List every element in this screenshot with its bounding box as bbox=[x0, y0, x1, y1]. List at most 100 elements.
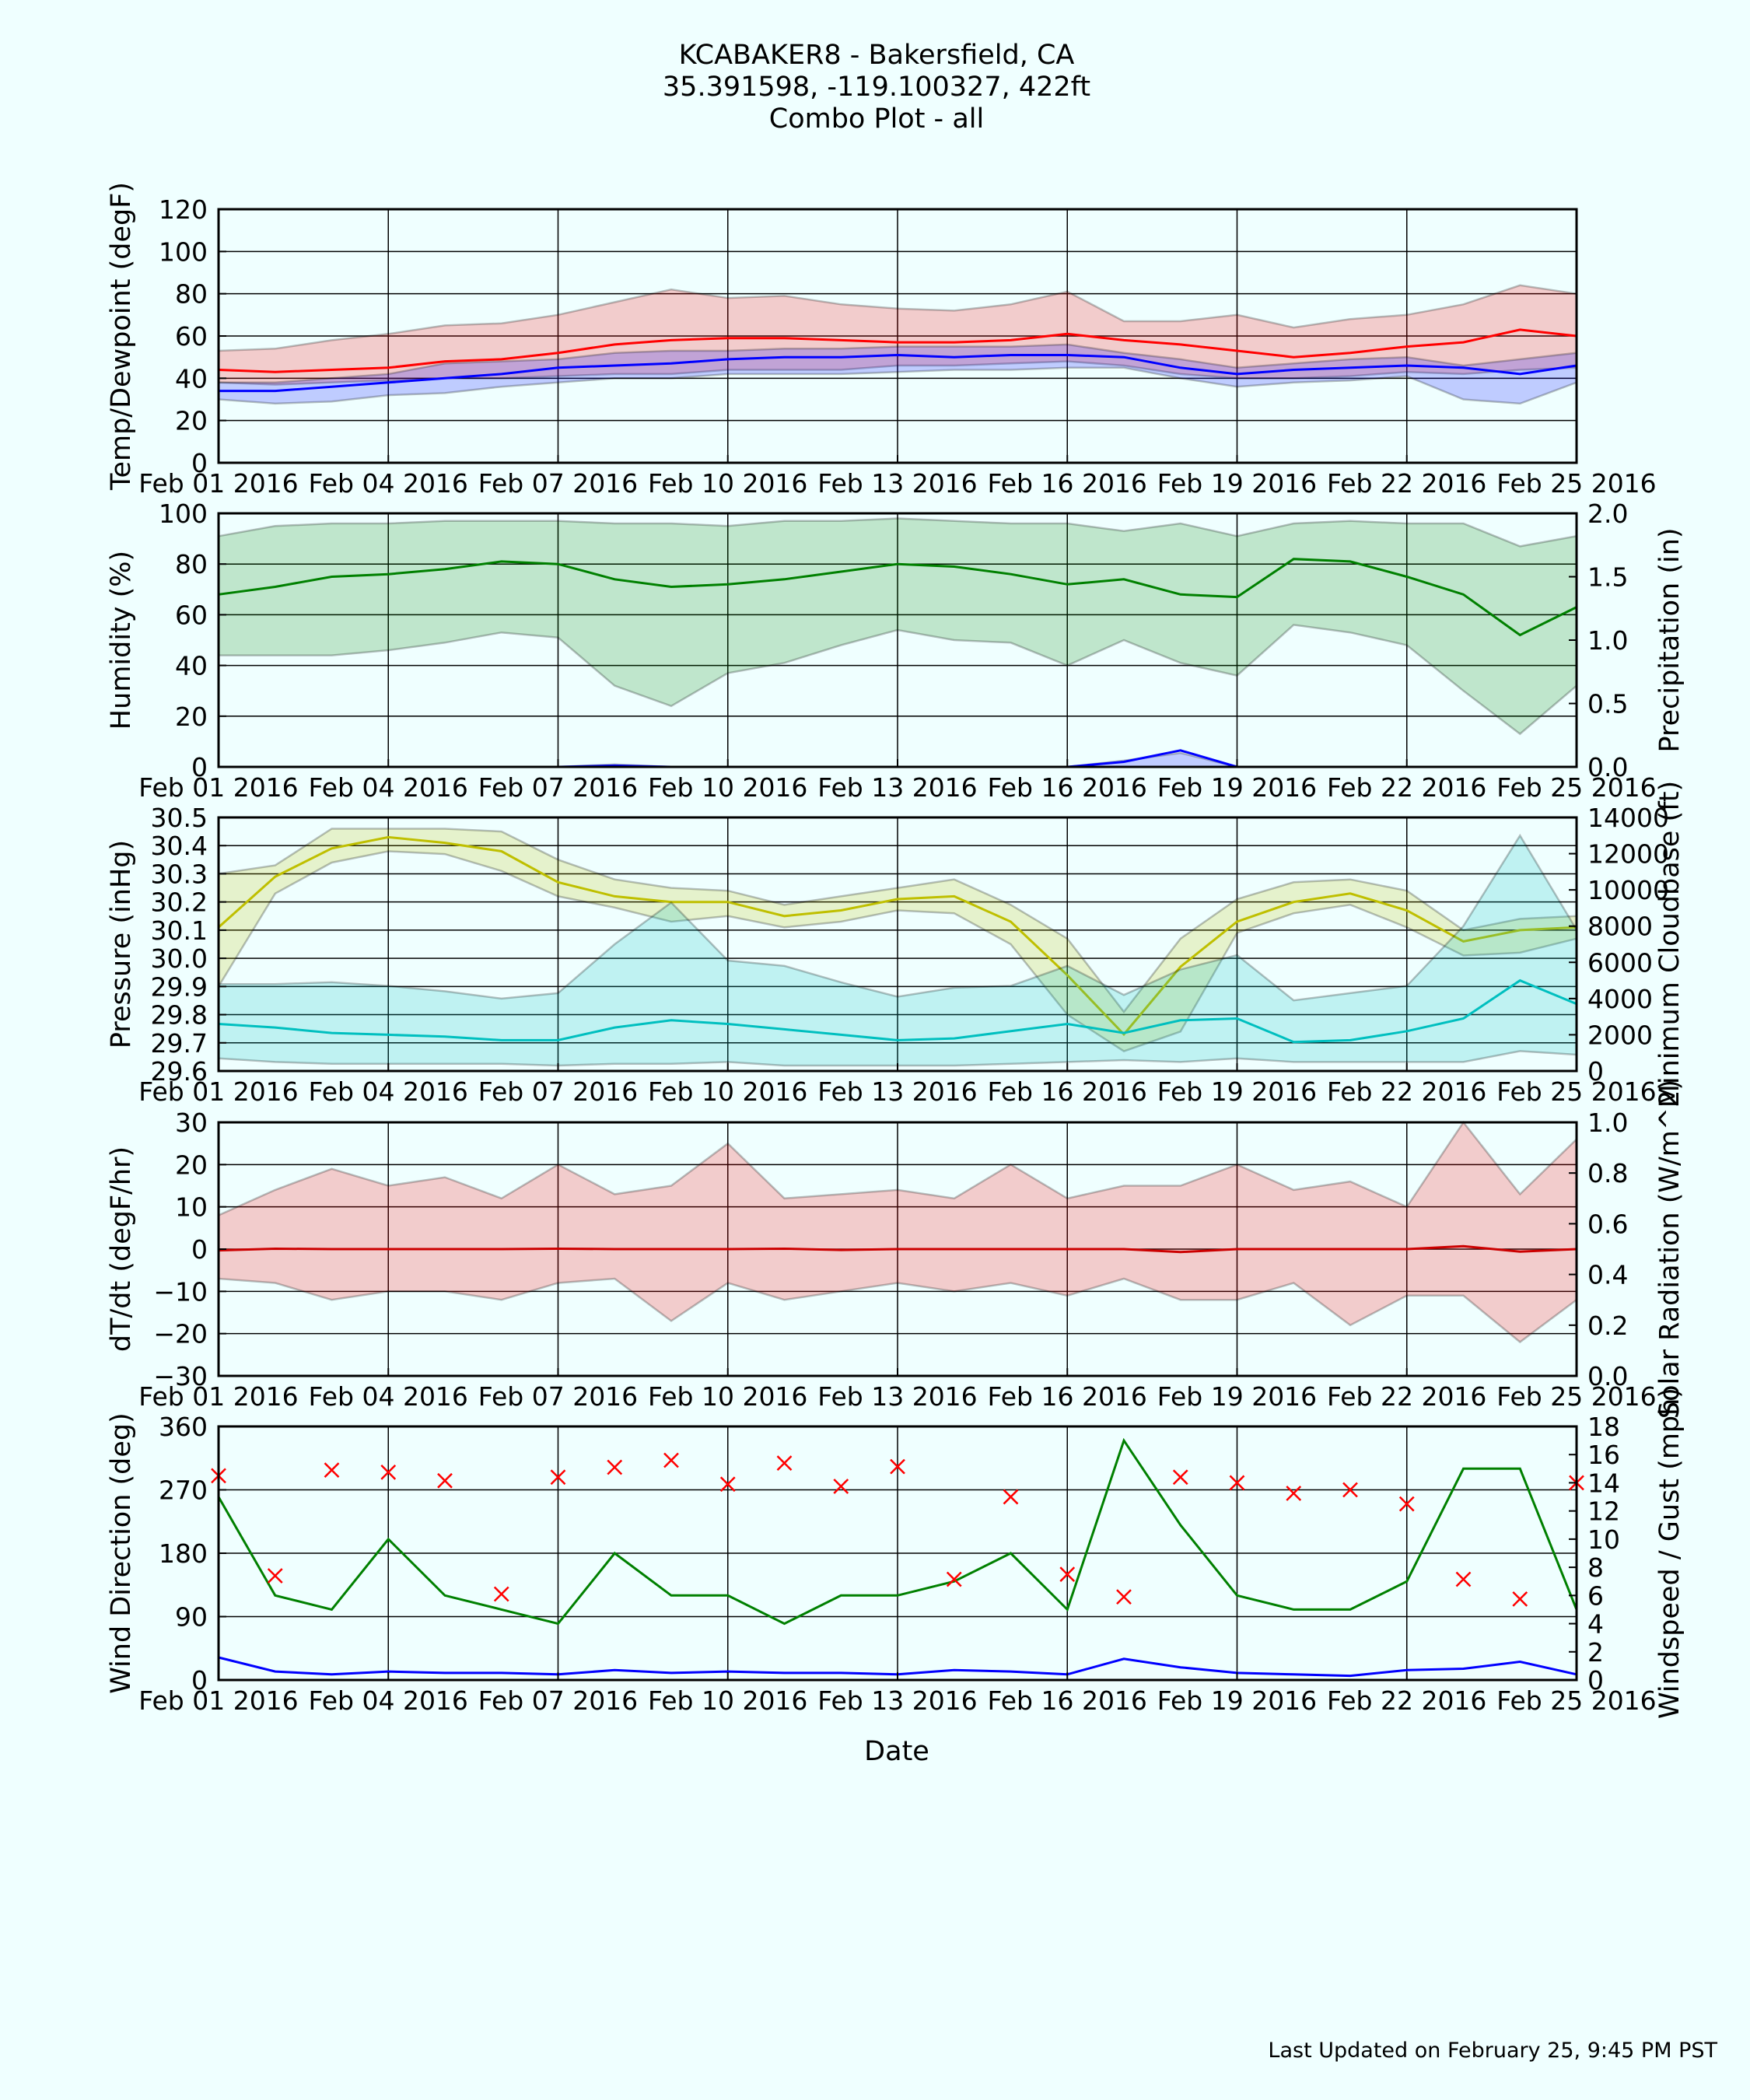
y-right-tick-label: 18 bbox=[1587, 1412, 1620, 1442]
y-tick-label: 60 bbox=[175, 600, 208, 630]
y-right-axis-label: Precipitation (in) bbox=[1654, 527, 1685, 752]
x-tick-label: Feb 13 2016 bbox=[817, 1685, 977, 1716]
y-axis-label: Pressure (inHg) bbox=[106, 840, 137, 1048]
panel-3: 29.629.729.829.930.030.130.230.330.430.5… bbox=[106, 781, 1685, 1108]
series-line-1 bbox=[217, 1437, 1578, 1626]
title-station: KCABAKER8 - Bakersfield, CA bbox=[679, 40, 1075, 71]
x-tick-label: Feb 19 2016 bbox=[1157, 1381, 1317, 1412]
x-tick-label: Feb 01 2016 bbox=[138, 1685, 298, 1716]
x-tick-label: Feb 22 2016 bbox=[1327, 1381, 1486, 1412]
y-tick-label: 30.3 bbox=[151, 859, 208, 889]
y-tick-label: −30 bbox=[153, 1361, 208, 1391]
y-tick-label: 0 bbox=[191, 1234, 208, 1265]
y-right-axis-label: Windspeed / Gust (mph) bbox=[1654, 1388, 1685, 1719]
scatter-point bbox=[663, 1452, 679, 1468]
y-right-axis-label: Solar Radiation (W/m^2) bbox=[1654, 1080, 1685, 1419]
x-tick-label: Feb 07 2016 bbox=[478, 1685, 638, 1716]
y-tick-label: 360 bbox=[159, 1412, 208, 1442]
x-tick-label: Feb 10 2016 bbox=[648, 1076, 807, 1107]
x-tick-label: Feb 13 2016 bbox=[817, 1076, 977, 1107]
y-tick-label: −20 bbox=[153, 1319, 208, 1349]
y-tick-label: 40 bbox=[175, 363, 208, 394]
x-tick-label: Feb 13 2016 bbox=[817, 772, 977, 803]
x-tick-label: Feb 22 2016 bbox=[1327, 1685, 1486, 1716]
y-right-tick-label: 6 bbox=[1587, 1580, 1604, 1611]
x-tick-label: Feb 16 2016 bbox=[988, 1381, 1147, 1412]
y-tick-label: 0 bbox=[191, 752, 208, 782]
title-plot-name: Combo Plot - all bbox=[769, 103, 984, 135]
y-right-tick-label: 0.0 bbox=[1587, 752, 1628, 782]
y-tick-label: 270 bbox=[159, 1475, 208, 1506]
y-right-tick-label: 0.5 bbox=[1587, 689, 1628, 719]
y-right-tick-label: 12 bbox=[1587, 1496, 1620, 1527]
y-tick-label: 80 bbox=[175, 279, 208, 310]
y-right-tick-label: 8000 bbox=[1587, 912, 1653, 942]
y-tick-label: 30.5 bbox=[151, 803, 208, 833]
x-tick-label: Feb 07 2016 bbox=[478, 468, 638, 499]
x-tick-label: Feb 07 2016 bbox=[478, 1076, 638, 1107]
y-right-tick-label: 2000 bbox=[1587, 1020, 1653, 1050]
scatter-point bbox=[1229, 1475, 1245, 1491]
y-axis-label: Temp/Dewpoint (degF) bbox=[106, 182, 137, 491]
y-right-tick-label: 4 bbox=[1587, 1609, 1604, 1640]
scatter-point bbox=[550, 1469, 566, 1486]
scatter-point bbox=[833, 1479, 849, 1494]
y-right-tick-label: 0.2 bbox=[1587, 1311, 1628, 1341]
x-tick-label: Feb 04 2016 bbox=[309, 468, 468, 499]
x-tick-label: Feb 07 2016 bbox=[478, 772, 638, 803]
x-tick-label: Feb 16 2016 bbox=[988, 1076, 1147, 1107]
y-axis-label: Humidity (%) bbox=[106, 551, 137, 730]
scatter-point bbox=[1003, 1489, 1019, 1505]
x-tick-label: Feb 13 2016 bbox=[817, 1381, 977, 1412]
x-tick-label: Feb 10 2016 bbox=[648, 1381, 807, 1412]
x-tick-label: Feb 01 2016 bbox=[138, 1076, 298, 1107]
y-tick-label: 29.7 bbox=[151, 1028, 208, 1059]
y-right-tick-label: 2.0 bbox=[1587, 499, 1628, 529]
series-line-2 bbox=[218, 978, 1577, 1044]
scatter-point bbox=[1398, 1496, 1415, 1512]
x-tick-label: Feb 16 2016 bbox=[988, 772, 1147, 803]
scatter-point bbox=[776, 1455, 793, 1471]
y-tick-label: 20 bbox=[175, 1150, 208, 1180]
y-tick-label: 0 bbox=[191, 1665, 208, 1696]
y-tick-label: 0 bbox=[191, 448, 208, 478]
x-tick-label: Feb 01 2016 bbox=[138, 1381, 298, 1412]
x-tick-label: Feb 25 2016 bbox=[1496, 1381, 1656, 1412]
y-tick-label: 29.8 bbox=[151, 1000, 208, 1031]
x-tick-label: Feb 25 2016 bbox=[1496, 468, 1656, 499]
x-tick-label: Feb 10 2016 bbox=[648, 468, 807, 499]
y-tick-label: 90 bbox=[175, 1602, 208, 1633]
y-tick-label: 180 bbox=[159, 1538, 208, 1569]
series-line-1 bbox=[217, 835, 1577, 1037]
y-right-tick-label: 16 bbox=[1587, 1440, 1620, 1470]
y-right-tick-label: 8 bbox=[1587, 1552, 1604, 1583]
x-tick-label: Feb 25 2016 bbox=[1496, 1685, 1656, 1716]
x-tick-label: Feb 25 2016 bbox=[1496, 772, 1656, 803]
series-line-1 bbox=[218, 1244, 1577, 1254]
y-right-tick-label: 1.0 bbox=[1587, 625, 1628, 656]
y-tick-label: 20 bbox=[175, 702, 208, 732]
y-tick-label: 20 bbox=[175, 406, 208, 436]
x-tick-label: Feb 04 2016 bbox=[309, 1076, 468, 1107]
y-axis-label: Wind Direction (deg) bbox=[106, 1412, 137, 1694]
x-tick-label: Feb 07 2016 bbox=[478, 1381, 638, 1412]
y-right-tick-label: 14000 bbox=[1587, 803, 1669, 833]
scatter-point bbox=[493, 1586, 509, 1602]
x-tick-label: Feb 19 2016 bbox=[1157, 1076, 1317, 1107]
y-right-tick-label: 14 bbox=[1587, 1468, 1620, 1498]
x-tick-label: Feb 19 2016 bbox=[1157, 1685, 1317, 1716]
y-right-tick-label: 10 bbox=[1587, 1524, 1620, 1555]
panel-1: 0 20 40 60 80 100 120 Feb 01 2016 Feb 04 2016 Feb… bbox=[106, 182, 1657, 499]
scatter-point bbox=[324, 1462, 340, 1479]
scatter-point bbox=[890, 1458, 905, 1475]
y-right-axis-label: Minimum Cloudbase (ft) bbox=[1654, 781, 1685, 1108]
y-tick-label: 30.0 bbox=[151, 943, 208, 974]
y-right-tick-label: 0 bbox=[1587, 1056, 1604, 1087]
x-tick-label: Feb 10 2016 bbox=[648, 1685, 807, 1716]
scatter-point bbox=[267, 1568, 283, 1584]
y-tick-label: 30.2 bbox=[151, 887, 208, 918]
